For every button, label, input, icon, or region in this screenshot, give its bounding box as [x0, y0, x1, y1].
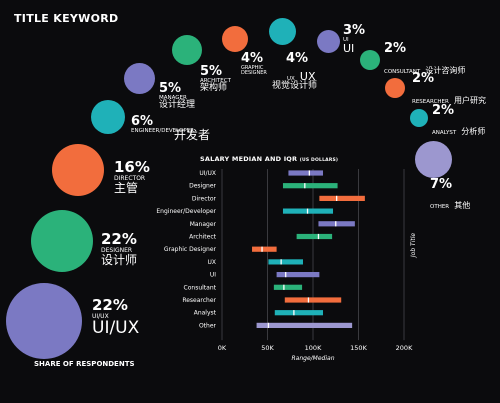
iqr-bar — [276, 272, 320, 278]
label-other-sub: OTHER 其他 — [430, 201, 471, 210]
row-label: Manager — [190, 221, 217, 228]
page-title: TITLE KEYWORD — [14, 12, 119, 25]
iqr-bar — [252, 246, 277, 252]
bubble-consultant — [360, 50, 380, 70]
bubble-ui — [317, 30, 340, 53]
x-tick-label: 200K — [396, 344, 413, 352]
row-label: UI/UX — [199, 170, 216, 177]
label-other: 7% — [430, 177, 453, 192]
bubble-director — [52, 144, 104, 196]
iqr-bar — [282, 183, 338, 189]
iqr-bar — [296, 233, 333, 240]
iqr-bar — [284, 297, 342, 303]
label-designer: 22% DESIGNER 设计师 — [101, 230, 138, 268]
row-label: Designer — [189, 183, 216, 190]
label-analyst: 2% — [432, 103, 455, 118]
row-label: Director — [192, 195, 217, 202]
row-label: UI — [210, 272, 216, 279]
bubble-designer — [31, 210, 93, 272]
iqr-bar — [274, 310, 324, 316]
label-ux: 4% — [286, 51, 309, 66]
x-tick-label: 50K — [261, 344, 274, 352]
label-analyst-sub: ANALYST 分析师 — [432, 127, 486, 136]
row-label: Analyst — [194, 310, 217, 317]
label-graphic-designer: 4% GRAPHIC DESIGNER — [241, 51, 267, 76]
row-label: Other — [199, 322, 217, 329]
bubble-analyst — [410, 109, 428, 127]
label-engineer: 6% ENGINEER/DEVELOPER — [131, 114, 194, 134]
label-ui: 3% UI UI — [343, 23, 366, 56]
row-label: Researcher — [182, 297, 216, 304]
bubble-graphic-designer — [222, 26, 248, 52]
iqr-bar — [256, 322, 353, 328]
x-tick-label: 150K — [350, 344, 367, 352]
label-researcher: 2% — [412, 71, 435, 86]
iqr-bar — [273, 284, 303, 290]
label-graphic-designer-zh: 视觉设计师 — [272, 81, 318, 91]
iqr-bar — [318, 221, 355, 227]
row-label: Graphic Designer — [164, 246, 217, 253]
iqr-bar — [268, 259, 303, 265]
row-label: UX — [207, 259, 216, 266]
y-axis-title: Job Title — [410, 233, 417, 259]
x-tick-label: 100K — [305, 344, 322, 352]
salary-chart-title: SALARY MEDIAN AND IQR (US DOLLARS) — [200, 155, 339, 163]
row-label: Engineer/Developer — [156, 208, 216, 215]
label-engineer-zh: 开发者 — [174, 128, 211, 142]
row-label: Architect — [189, 234, 217, 241]
iqr-bar — [319, 195, 365, 201]
label-ui-ux: 22% UI/UX UI/UX — [92, 296, 140, 339]
label-consultant: 2% — [384, 41, 407, 56]
bubble-other — [415, 141, 452, 178]
label-researcher-sub: RESEARCHER 用户研究 — [412, 96, 486, 105]
bubble-engineer — [91, 100, 125, 134]
label-manager: 5% MANAGER 设计经理 — [159, 81, 196, 111]
row-label: Consultant — [184, 284, 217, 291]
iqr-bar — [288, 170, 324, 176]
label-ux-sub: UX UX — [287, 70, 316, 83]
bubble-ui-ux — [6, 283, 82, 359]
bubble-architect — [172, 35, 202, 65]
bubble-researcher — [385, 78, 405, 98]
bubble-ux — [269, 18, 296, 45]
x-tick-label: 0K — [218, 344, 227, 352]
label-consultant-sub: CONSULTANT 设计咨询师 — [384, 66, 466, 75]
label-architect: 5% ARCHITECT 架构师 — [200, 64, 231, 94]
x-axis-title: Range/Median — [292, 355, 335, 362]
share-of-respondents-label: SHARE OF RESPONDENTS — [34, 360, 135, 368]
bubble-manager — [124, 63, 155, 94]
label-director: 16% DIRECTOR 主管 — [114, 158, 150, 196]
